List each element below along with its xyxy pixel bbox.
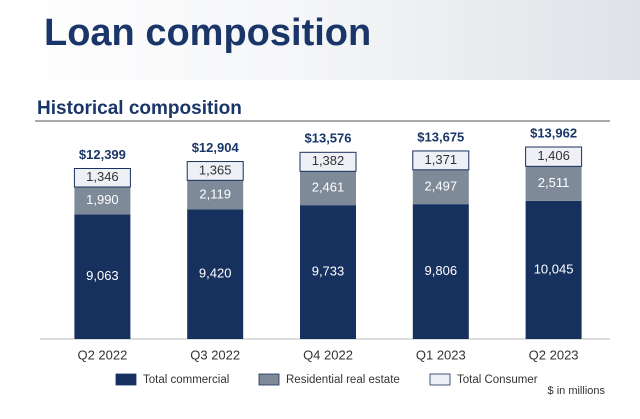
value-label: 1,382 — [312, 153, 345, 168]
value-label: 1,406 — [537, 148, 570, 163]
x-tick-label: Q1 2023 — [416, 347, 466, 362]
value-label: 9,806 — [425, 263, 458, 278]
bar-segment — [412, 169, 469, 205]
bar-segment — [74, 214, 131, 339]
bar-segment — [299, 151, 357, 172]
total-label: $12,399 — [79, 147, 126, 162]
legend-swatch — [258, 373, 280, 386]
value-label: 1,371 — [425, 152, 458, 167]
x-tick-label: Q2 2022 — [77, 347, 127, 362]
chart-title: Historical composition — [37, 98, 242, 119]
value-label: 1,346 — [86, 169, 119, 184]
bar-segment — [525, 146, 583, 167]
x-tick-label: Q4 2022 — [303, 347, 353, 362]
bar-segment — [300, 205, 356, 339]
unit-note: $ in millions — [548, 385, 606, 397]
value-label: 1,365 — [199, 162, 232, 177]
value-label: 10,045 — [534, 261, 574, 276]
value-label: 9,420 — [199, 266, 232, 281]
value-label: 1,990 — [86, 192, 119, 207]
x-tick-label: Q3 2022 — [190, 347, 240, 362]
total-label: $13,576 — [305, 131, 352, 146]
total-label: $13,962 — [530, 125, 577, 140]
bar-segment — [412, 204, 469, 339]
bar-segment — [73, 167, 131, 188]
x-tick-label: Q2 2023 — [529, 347, 579, 362]
bar-segment — [74, 187, 131, 215]
bar-segment — [525, 200, 582, 339]
total-label: $12,904 — [192, 140, 240, 155]
bar-segment — [300, 171, 356, 206]
bar-segment — [525, 166, 582, 201]
bar-segment — [186, 161, 244, 181]
bar-segment — [187, 180, 244, 210]
legend-swatch — [429, 373, 451, 386]
value-label: 2,497 — [425, 178, 458, 193]
total-label: $13,675 — [417, 129, 464, 144]
value-label: 9,733 — [312, 264, 345, 279]
value-label: 2,461 — [312, 180, 345, 195]
value-label: 9,063 — [86, 268, 119, 283]
legend-label: Total commercial — [143, 374, 229, 386]
bar-segment — [412, 150, 470, 171]
header-background — [0, 0, 640, 80]
legend-swatch — [115, 373, 137, 386]
legend-label: Residential real estate — [286, 374, 400, 386]
value-label: 2,119 — [199, 186, 231, 201]
slide-title: Loan composition — [44, 12, 371, 54]
bar-segment — [187, 209, 244, 339]
value-label: 2,511 — [538, 175, 570, 190]
legend-label: Total Consumer — [457, 374, 538, 386]
